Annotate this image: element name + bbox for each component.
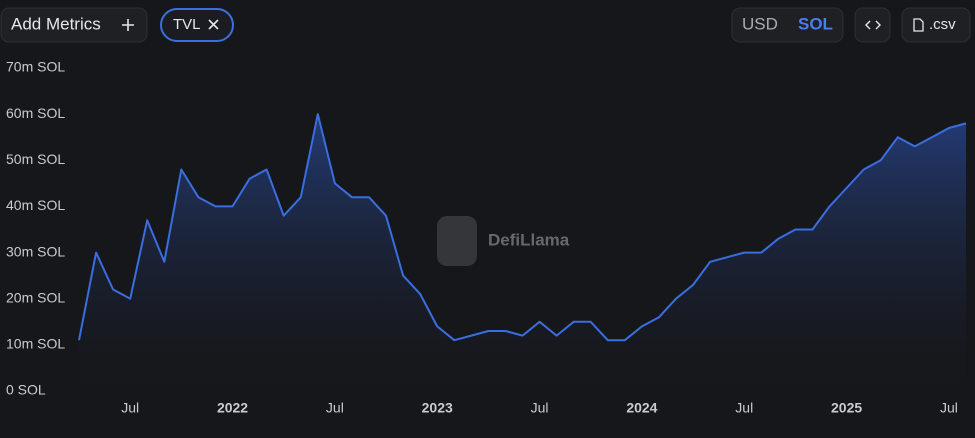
x-tick-label: Jul <box>940 400 958 416</box>
currency-option[interactable]: USD <box>742 14 778 33</box>
x-tick-label: 2024 <box>626 400 657 416</box>
metric-chip-label: TVL <box>173 16 201 33</box>
close-icon[interactable] <box>208 19 219 30</box>
y-tick-label: 60m SOL <box>6 105 65 121</box>
csv-label: .csv <box>929 16 956 33</box>
watermark: DefiLlama <box>488 230 570 249</box>
line <box>78 113 967 342</box>
x-tick-label: 2022 <box>217 400 248 416</box>
x-tick-label: Jul <box>326 400 344 416</box>
x-tick-label: Jul <box>531 400 549 416</box>
plus-icon <box>122 19 134 31</box>
y-tick-label: 0 SOL <box>6 382 46 398</box>
add-metrics-button[interactable] <box>0 7 148 43</box>
watermark-logo <box>437 216 477 266</box>
x-tick-label: 2025 <box>831 400 862 416</box>
add-metrics-label: Add Metrics <box>11 14 101 33</box>
file-icon <box>913 18 924 32</box>
y-tick-label: 40m SOL <box>6 197 65 213</box>
y-tick-label: 70m SOL <box>6 59 65 75</box>
x-tick-label: 2023 <box>422 400 453 416</box>
x-tick-label: Jul <box>121 400 139 416</box>
y-tick-label: 30m SOL <box>6 243 65 259</box>
y-tick-label: 20m SOL <box>6 289 65 305</box>
x-tick-label: Jul <box>735 400 753 416</box>
y-tick-label: 50m SOL <box>6 151 65 167</box>
y-tick-label: 10m SOL <box>6 336 65 352</box>
currency-option[interactable]: SOL <box>798 14 833 33</box>
currency-toggle <box>731 7 844 43</box>
embed-icon <box>865 20 881 30</box>
metric-chip[interactable] <box>160 8 234 42</box>
csv-button[interactable] <box>901 7 971 43</box>
area-fill <box>79 114 966 391</box>
embed-button[interactable] <box>854 7 891 43</box>
